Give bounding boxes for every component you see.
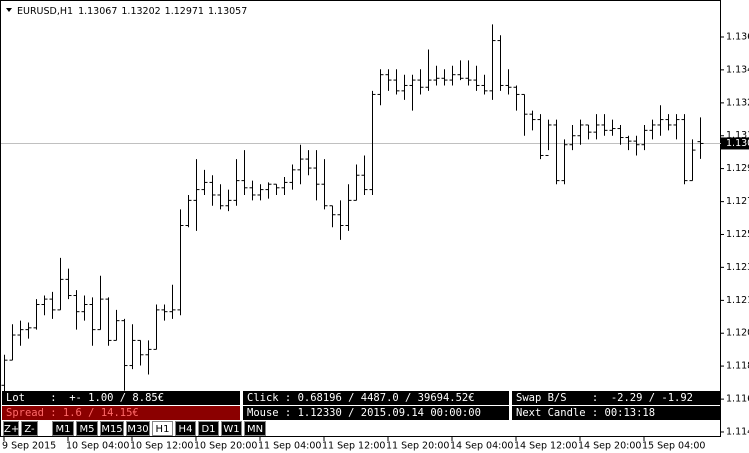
x-tick-label: 9 Sep 2015	[2, 441, 56, 452]
info-cell: Click : 0.68196 / 4487.0 / 39694.52€	[243, 391, 509, 405]
timeframe-button[interactable]: MN	[244, 421, 266, 436]
x-tick-label: 14 Sep 12:00	[514, 441, 577, 452]
info-cell: Mouse : 1.12330 / 2015.09.14 00:00:00	[243, 406, 509, 420]
y-tick-label: 1.129	[726, 163, 749, 174]
y-tick-label: 1.114	[726, 426, 749, 437]
chart-frame	[0, 0, 721, 437]
header-high: 1.13202	[121, 6, 160, 17]
timeframe-button[interactable]: Z-	[21, 421, 38, 436]
timeframe-button[interactable]: M5	[76, 421, 98, 436]
x-tick-label: 10 Sep 12:00	[130, 441, 193, 452]
timeframe-button[interactable]: M1	[52, 421, 74, 436]
timeframe-button[interactable]: D1	[198, 421, 219, 436]
price-box-label: 1.130	[726, 138, 749, 149]
info-cell: Spread : 1.6 / 14.15€	[2, 406, 240, 420]
info-cell: Swap B/S : -2.29 / -1.92	[512, 391, 720, 405]
y-tick-label: 1.116	[726, 394, 749, 405]
x-tick-label: 11 Sep 04:00	[258, 441, 321, 452]
timeframe-button[interactable]: M15	[100, 421, 124, 436]
x-tick-label: 11 Sep 20:00	[386, 441, 449, 452]
timeframe-button[interactable]: H1	[152, 421, 173, 436]
x-tick-label: 14 Sep 20:00	[578, 441, 641, 452]
y-tick-label: 1.120	[726, 328, 749, 339]
y-tick-label: 1.136	[726, 31, 749, 42]
x-tick-label: 10 Sep 04:00	[66, 441, 129, 452]
y-tick-label: 1.127	[726, 196, 749, 207]
y-tick-label: 1.118	[726, 361, 749, 372]
timeframe-button[interactable]: H4	[175, 421, 196, 436]
price-box	[721, 137, 749, 150]
header-close: 1.13057	[208, 6, 247, 17]
x-tick-label: 14 Sep 04:00	[450, 441, 513, 452]
y-tick-label: 1.131	[726, 130, 749, 141]
timeframe-button[interactable]: M30	[126, 421, 150, 436]
info-cell: Next Candle : 00:13:18	[512, 406, 720, 420]
timeframe-button[interactable]: W1	[221, 421, 242, 436]
x-tick-label: 11 Sep 12:00	[322, 441, 385, 452]
x-tick-label: 10 Sep 20:00	[194, 441, 257, 452]
y-tick-label: 1.125	[726, 229, 749, 240]
y-tick-label: 1.121	[726, 295, 749, 306]
y-tick-label: 1.134	[726, 64, 749, 75]
chart-header: EURUSD,H1 1.13067 1.13202 1.12971 1.13057	[17, 6, 247, 17]
y-tick-label: 1.132	[726, 97, 749, 108]
x-tick-label: 15 Sep 04:00	[642, 441, 705, 452]
header-open: 1.13067	[78, 6, 117, 17]
menu-arrow	[6, 8, 12, 12]
info-cell: Lot : +- 1.00 / 8.85€	[2, 391, 240, 405]
y-tick-label: 1.123	[726, 262, 749, 273]
symbol: EURUSD,H1	[17, 6, 73, 17]
header-low: 1.12971	[165, 6, 204, 17]
timeframe-button[interactable]: Z+	[3, 421, 19, 436]
